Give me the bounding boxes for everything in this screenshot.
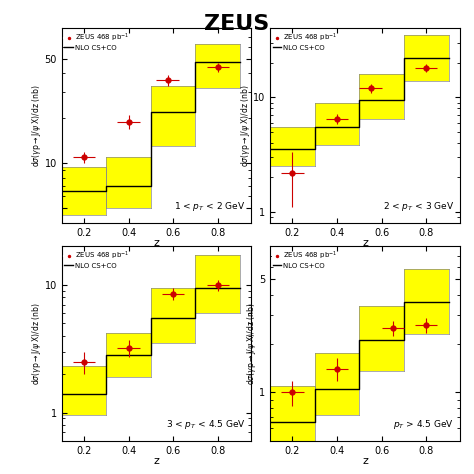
Text: 3 < $p_T$ < 4.5 GeV: 3 < $p_T$ < 4.5 GeV	[166, 418, 246, 431]
Text: $p_T$ > 4.5 GeV: $p_T$ > 4.5 GeV	[393, 418, 454, 431]
Legend: ZEUS 468 pb$^{-1}$, NLO CS+CO: ZEUS 468 pb$^{-1}$, NLO CS+CO	[64, 30, 130, 51]
X-axis label: z: z	[362, 456, 368, 465]
Legend: ZEUS 468 pb$^{-1}$, NLO CS+CO: ZEUS 468 pb$^{-1}$, NLO CS+CO	[272, 30, 338, 51]
Y-axis label: d$\sigma$($\gamma$p$\rightarrow$J/$\psi$ X)/dz (nb): d$\sigma$($\gamma$p$\rightarrow$J/$\psi$…	[245, 302, 258, 385]
Text: 2 < $p_T$ < 3 GeV: 2 < $p_T$ < 3 GeV	[383, 200, 454, 213]
X-axis label: z: z	[154, 456, 159, 465]
X-axis label: z: z	[154, 237, 159, 247]
X-axis label: z: z	[362, 237, 368, 247]
Y-axis label: d$\sigma$($\gamma$p$\rightarrow$J/$\psi$ X)/dz (nb): d$\sigma$($\gamma$p$\rightarrow$J/$\psi$…	[30, 302, 43, 385]
Y-axis label: d$\sigma$($\gamma$p$\rightarrow$J/$\psi$ X)/dz (nb): d$\sigma$($\gamma$p$\rightarrow$J/$\psi$…	[239, 84, 252, 167]
Text: 1 < $p_T$ < 2 GeV: 1 < $p_T$ < 2 GeV	[174, 200, 246, 213]
Legend: ZEUS 468 pb$^{-1}$, NLO CS+CO: ZEUS 468 pb$^{-1}$, NLO CS+CO	[272, 248, 338, 269]
Text: ZEUS: ZEUS	[204, 14, 270, 34]
Legend: ZEUS 468 pb$^{-1}$, NLO CS+CO: ZEUS 468 pb$^{-1}$, NLO CS+CO	[64, 248, 130, 269]
Y-axis label: d$\sigma$($\gamma$p$\rightarrow$J/$\psi$ X)/dz (nb): d$\sigma$($\gamma$p$\rightarrow$J/$\psi$…	[30, 84, 43, 167]
